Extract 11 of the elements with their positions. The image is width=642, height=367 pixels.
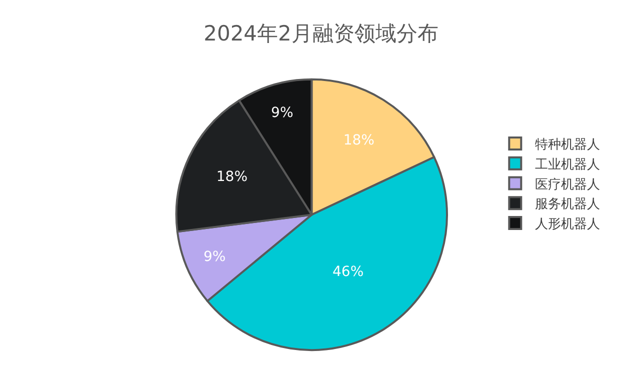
- data-label: 9%: [271, 105, 294, 122]
- legend-label: 服务机器人: [535, 197, 600, 212]
- data-label: 18%: [216, 169, 248, 186]
- data-label: 46%: [332, 264, 364, 280]
- legend-label: 医疗机器人: [535, 177, 600, 192]
- legend-label: 特种机器人: [535, 138, 600, 153]
- legend-label: 人形机器人: [535, 217, 600, 232]
- data-label: 18%: [343, 132, 374, 148]
- legend-label: 工业机器人: [535, 157, 600, 172]
- data-label: 9%: [203, 248, 226, 265]
- chart-title: 2024年2月融资领域分布: [204, 21, 438, 46]
